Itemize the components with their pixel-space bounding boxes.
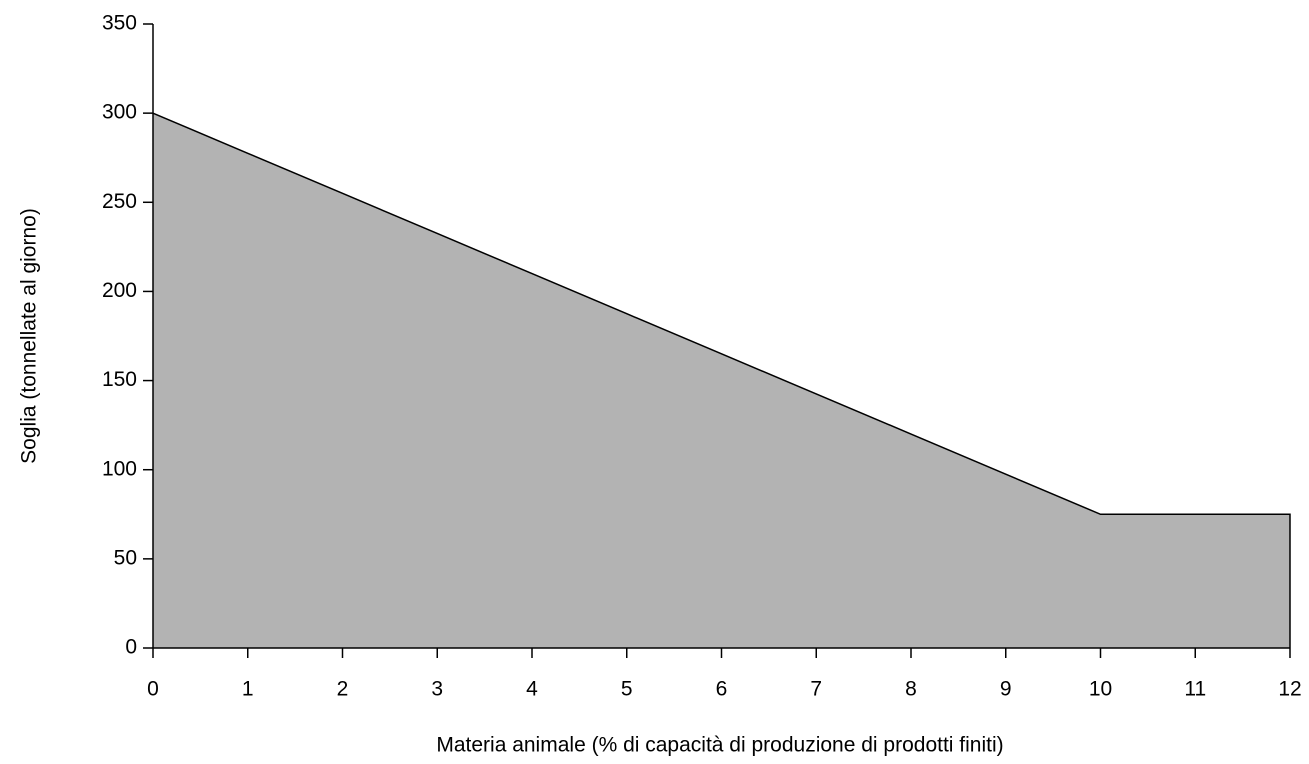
x-tick-label: 5 (621, 678, 633, 701)
y-tick-label: 150 (102, 368, 137, 391)
x-axis-title: Materia animale (% di capacità di produz… (436, 734, 1003, 757)
x-tick-label: 2 (337, 678, 349, 701)
x-tick-label: 0 (147, 678, 159, 701)
x-tick-label: 12 (1278, 678, 1301, 701)
area-line (152, 112, 1291, 648)
x-tick-label: 8 (905, 678, 917, 701)
x-tick-label: 10 (1089, 678, 1112, 701)
x-tick-label: 11 (1184, 678, 1206, 701)
y-tick-label: 250 (102, 190, 137, 213)
y-tick-label: 50 (114, 546, 137, 569)
x-tick-label: 1 (242, 678, 254, 701)
y-axis-title: Soglia (tonnellate al giorno) (18, 208, 41, 464)
x-tick-label: 7 (810, 678, 822, 701)
y-tick-label: 350 (102, 12, 137, 35)
y-tick-label: 300 (102, 101, 137, 124)
x-tick-label: 9 (1000, 678, 1012, 701)
area (153, 113, 1290, 648)
y-tick-label: 0 (125, 636, 137, 659)
y-tick-label: 200 (102, 279, 137, 302)
x-tick-label: 3 (431, 678, 443, 701)
y-tick-label: 100 (102, 457, 137, 480)
x-tick-label: 4 (526, 678, 538, 701)
x-tick-label: 6 (716, 678, 728, 701)
